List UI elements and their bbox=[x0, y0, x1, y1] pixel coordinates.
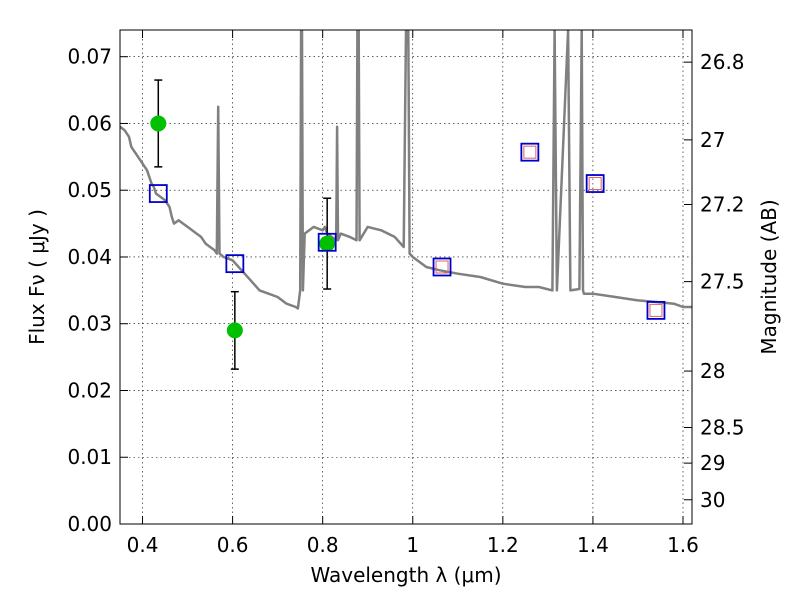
y-tick-label: 0.02 bbox=[67, 378, 112, 402]
y2-tick-label: 27 bbox=[700, 128, 725, 152]
model-square bbox=[646, 300, 666, 320]
x-tick-label: 1 bbox=[406, 533, 419, 557]
x-tick-label: 0.8 bbox=[307, 533, 339, 557]
y2-tick-label: 26.8 bbox=[700, 50, 745, 74]
plot-frame bbox=[119, 29, 693, 525]
x-axis-title: Wavelength λ (μm) bbox=[310, 563, 501, 587]
y2-tick-label: 27.5 bbox=[700, 270, 745, 294]
x-tick-label: 0.6 bbox=[217, 533, 249, 557]
y2-tick-label: 28 bbox=[700, 359, 725, 383]
model-photometry-squares bbox=[148, 142, 666, 320]
model-square bbox=[317, 232, 337, 252]
y-tick-label: 0.04 bbox=[67, 245, 112, 269]
inner-square bbox=[588, 177, 602, 191]
y-tick-label: 0.05 bbox=[67, 178, 112, 202]
y-axis-ticks: 0.00 0.01 0.02 0.03 0.04 0.05 0.06 0.07 bbox=[67, 45, 128, 536]
x-tick-label: 1.6 bbox=[667, 533, 699, 557]
model-square bbox=[520, 142, 540, 162]
observed-point bbox=[226, 322, 243, 339]
y-tick-label: 0.01 bbox=[67, 445, 112, 469]
y2-axis-title: Magnitude (AB) bbox=[757, 199, 781, 354]
model-square bbox=[585, 174, 605, 193]
x-tick-label: 0.4 bbox=[127, 533, 159, 557]
y2-tick-label: 27.2 bbox=[700, 192, 745, 216]
inner-square bbox=[523, 145, 537, 159]
observed-point bbox=[319, 235, 336, 252]
observed-points bbox=[150, 115, 336, 339]
observed-point bbox=[150, 115, 167, 132]
inner-square bbox=[649, 303, 663, 317]
x-axis-ticks: 0.4 0.6 0.8 1 1.2 1.4 1.6 bbox=[127, 30, 699, 557]
x-tick-label: 1.4 bbox=[577, 533, 609, 557]
y2-tick-label: 28.5 bbox=[700, 416, 745, 440]
model-spectrum-line bbox=[120, 30, 692, 310]
inner-square bbox=[435, 260, 449, 274]
y-tick-label: 0.07 bbox=[67, 45, 112, 69]
y-tick-label: 0.06 bbox=[67, 111, 112, 135]
inner-squares bbox=[435, 145, 663, 317]
y2-tick-label: 29 bbox=[700, 451, 725, 475]
y-tick-label: 0.03 bbox=[67, 312, 112, 336]
plot-area bbox=[120, 30, 692, 370]
y2-axis-ticks: 26.8 27 27.2 27.5 28 28.5 29 30 bbox=[684, 50, 745, 512]
y2-tick-label: 30 bbox=[700, 488, 725, 512]
model-square bbox=[148, 184, 168, 203]
y-axis-title: Flux Fν ( μJy ) bbox=[25, 209, 49, 345]
y-tick-label: 0.00 bbox=[67, 512, 112, 536]
model-square bbox=[432, 257, 452, 277]
model-square bbox=[225, 254, 245, 274]
x-tick-label: 1.2 bbox=[487, 533, 519, 557]
